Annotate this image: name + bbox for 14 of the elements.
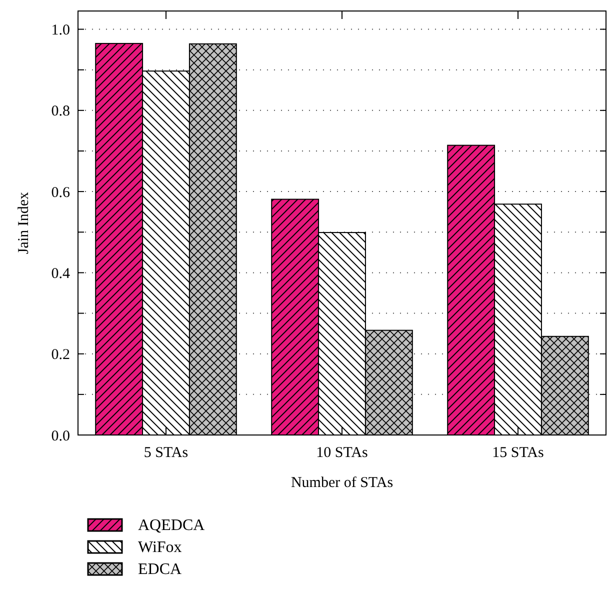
x-axis-title: Number of STAs: [290, 475, 394, 491]
y-tick-label: 0.0: [51, 428, 70, 444]
y-axis-title: Jain Index: [16, 191, 32, 254]
y-tick-label: 0.2: [51, 347, 70, 364]
y-tick-label: 0.6: [51, 184, 70, 201]
y-tick-label: 1.0: [51, 22, 70, 39]
x-tick-label: 15 STAs: [492, 445, 544, 461]
legend-label: EDCA: [138, 561, 182, 578]
y-tick-label: 0.4: [51, 266, 70, 282]
legend-label: WiFox: [138, 539, 182, 556]
y-tick-label: 0.8: [51, 104, 70, 120]
x-tick-label: 10 STAs: [316, 445, 368, 461]
x-tick-label: 5 STAs: [144, 445, 188, 461]
legend-label: AQEDCA: [138, 517, 206, 534]
